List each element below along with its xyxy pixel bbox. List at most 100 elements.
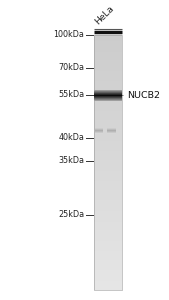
Bar bbox=[94, 245, 122, 247]
Bar bbox=[94, 39, 122, 41]
Text: 100kDa: 100kDa bbox=[54, 30, 84, 39]
Bar bbox=[94, 177, 122, 179]
Bar bbox=[94, 98, 122, 99]
Bar bbox=[107, 129, 116, 130]
Bar bbox=[94, 224, 122, 226]
Bar bbox=[94, 221, 122, 224]
Bar bbox=[107, 130, 116, 131]
Bar bbox=[94, 111, 122, 113]
Bar bbox=[94, 91, 122, 92]
Bar bbox=[94, 99, 122, 100]
Bar bbox=[94, 205, 122, 207]
Bar bbox=[94, 134, 122, 137]
Bar bbox=[94, 96, 122, 98]
Bar bbox=[94, 93, 122, 94]
Bar bbox=[94, 109, 122, 111]
Bar bbox=[94, 94, 122, 95]
Bar bbox=[94, 249, 122, 251]
Bar bbox=[94, 100, 122, 101]
Bar bbox=[94, 136, 122, 139]
Bar bbox=[94, 209, 122, 211]
Bar bbox=[94, 236, 122, 239]
Bar bbox=[94, 158, 122, 160]
Bar bbox=[94, 70, 122, 73]
Bar bbox=[95, 133, 103, 134]
Bar bbox=[94, 175, 122, 177]
Bar bbox=[94, 90, 122, 91]
Bar bbox=[94, 96, 122, 97]
Bar bbox=[94, 213, 122, 215]
Bar bbox=[94, 149, 122, 152]
Bar bbox=[94, 232, 122, 235]
Bar bbox=[95, 128, 103, 129]
Bar bbox=[94, 52, 122, 54]
Bar bbox=[95, 129, 103, 130]
Bar bbox=[94, 226, 122, 228]
Bar bbox=[94, 287, 122, 290]
Bar bbox=[94, 115, 122, 118]
Bar bbox=[94, 77, 122, 80]
Bar bbox=[94, 91, 122, 92]
Bar bbox=[94, 90, 122, 91]
Bar bbox=[94, 156, 122, 158]
Bar bbox=[94, 124, 122, 126]
Bar bbox=[94, 122, 122, 124]
Bar bbox=[94, 194, 122, 196]
Bar bbox=[94, 50, 122, 52]
Bar bbox=[94, 113, 122, 116]
Bar bbox=[94, 34, 122, 37]
Bar bbox=[94, 268, 122, 271]
Bar bbox=[94, 266, 122, 268]
Bar bbox=[94, 147, 122, 149]
Bar bbox=[95, 131, 103, 132]
Bar bbox=[94, 130, 122, 133]
Bar bbox=[94, 107, 122, 109]
Bar bbox=[94, 219, 122, 222]
Bar bbox=[94, 41, 122, 43]
Bar bbox=[95, 128, 103, 129]
Bar bbox=[94, 83, 122, 86]
Bar bbox=[94, 99, 122, 100]
Bar bbox=[95, 129, 103, 130]
Bar bbox=[94, 272, 122, 275]
Bar bbox=[94, 56, 122, 58]
Bar bbox=[94, 179, 122, 182]
Bar bbox=[95, 133, 103, 134]
Bar bbox=[94, 100, 122, 101]
Bar bbox=[94, 58, 122, 60]
Bar bbox=[94, 234, 122, 237]
Bar bbox=[94, 251, 122, 254]
Bar bbox=[107, 133, 116, 134]
Bar bbox=[107, 129, 116, 130]
Bar bbox=[94, 68, 122, 71]
Bar bbox=[94, 230, 122, 232]
Bar bbox=[94, 238, 122, 241]
Bar bbox=[94, 190, 122, 192]
Bar bbox=[94, 247, 122, 249]
Bar bbox=[94, 66, 122, 69]
Bar bbox=[95, 133, 103, 134]
Bar bbox=[94, 192, 122, 194]
Bar bbox=[94, 100, 122, 103]
Bar bbox=[94, 211, 122, 213]
Bar bbox=[107, 133, 116, 134]
Bar bbox=[94, 170, 122, 173]
Bar bbox=[94, 202, 122, 205]
Bar bbox=[94, 141, 122, 143]
Bar bbox=[94, 92, 122, 94]
Bar bbox=[95, 132, 103, 133]
Bar bbox=[94, 119, 122, 122]
Bar bbox=[107, 130, 116, 131]
Bar bbox=[94, 281, 122, 284]
Bar bbox=[94, 100, 122, 101]
Bar bbox=[95, 130, 103, 131]
Bar bbox=[107, 132, 116, 133]
Bar bbox=[94, 94, 122, 96]
Bar bbox=[107, 133, 116, 134]
Bar bbox=[94, 92, 122, 93]
Bar bbox=[94, 254, 122, 256]
Bar bbox=[94, 79, 122, 82]
Bar bbox=[94, 166, 122, 169]
Bar bbox=[94, 262, 122, 264]
Bar bbox=[94, 183, 122, 186]
